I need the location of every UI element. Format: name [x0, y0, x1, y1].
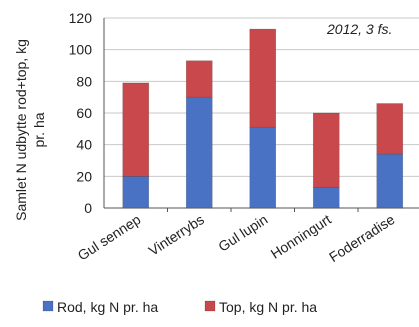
- legend: Rod, kg N pr. ha Top, kg N pr. ha: [42, 299, 317, 315]
- y-tick-label: 80: [76, 73, 92, 89]
- bars: [122, 28, 404, 209]
- y-axis-label-line-1: Samlet N udbytte rod+top, kg: [13, 39, 29, 221]
- x-category-label: Gul lupin: [215, 211, 270, 255]
- bar-top: [122, 82, 150, 177]
- y-tick-label: 100: [69, 42, 93, 58]
- legend-label: Rod, kg N pr. ha: [57, 299, 158, 315]
- y-tick-label: 40: [76, 137, 92, 153]
- x-category-label: Foderradise: [326, 211, 398, 265]
- y-axis-label-line-2: pr. ha: [31, 112, 47, 147]
- bar-top: [185, 60, 213, 98]
- x-category-labels: Gul sennep Vinterrybs Gul lupinHonningurtF…: [75, 211, 398, 265]
- chart-annotation: 2012, 3 fs.: [326, 21, 392, 37]
- y-tick-label: 20: [76, 168, 92, 184]
- bar-rod: [122, 176, 150, 209]
- bar-rod: [185, 96, 213, 209]
- legend-label: Top, kg N pr. ha: [219, 299, 317, 315]
- bar-rod: [249, 126, 277, 209]
- y-tick-labels: 0 20 40 60 80 100 120: [69, 10, 93, 216]
- y-tick-label: 120: [69, 10, 93, 26]
- bar-top: [312, 112, 340, 188]
- bar-top: [376, 103, 404, 155]
- bar-rod: [376, 153, 404, 209]
- legend-swatch: [204, 300, 216, 312]
- x-category-label: Gul sennep: [75, 211, 144, 264]
- legend-swatch: [42, 300, 54, 312]
- y-tick-label: 60: [76, 105, 92, 121]
- x-category-label: Vinterrybs: [146, 211, 207, 259]
- bar-top: [249, 28, 277, 128]
- bar-rod: [312, 187, 340, 209]
- x-category-label: Honningurt: [268, 211, 334, 262]
- y-tick-label: 0: [84, 200, 92, 216]
